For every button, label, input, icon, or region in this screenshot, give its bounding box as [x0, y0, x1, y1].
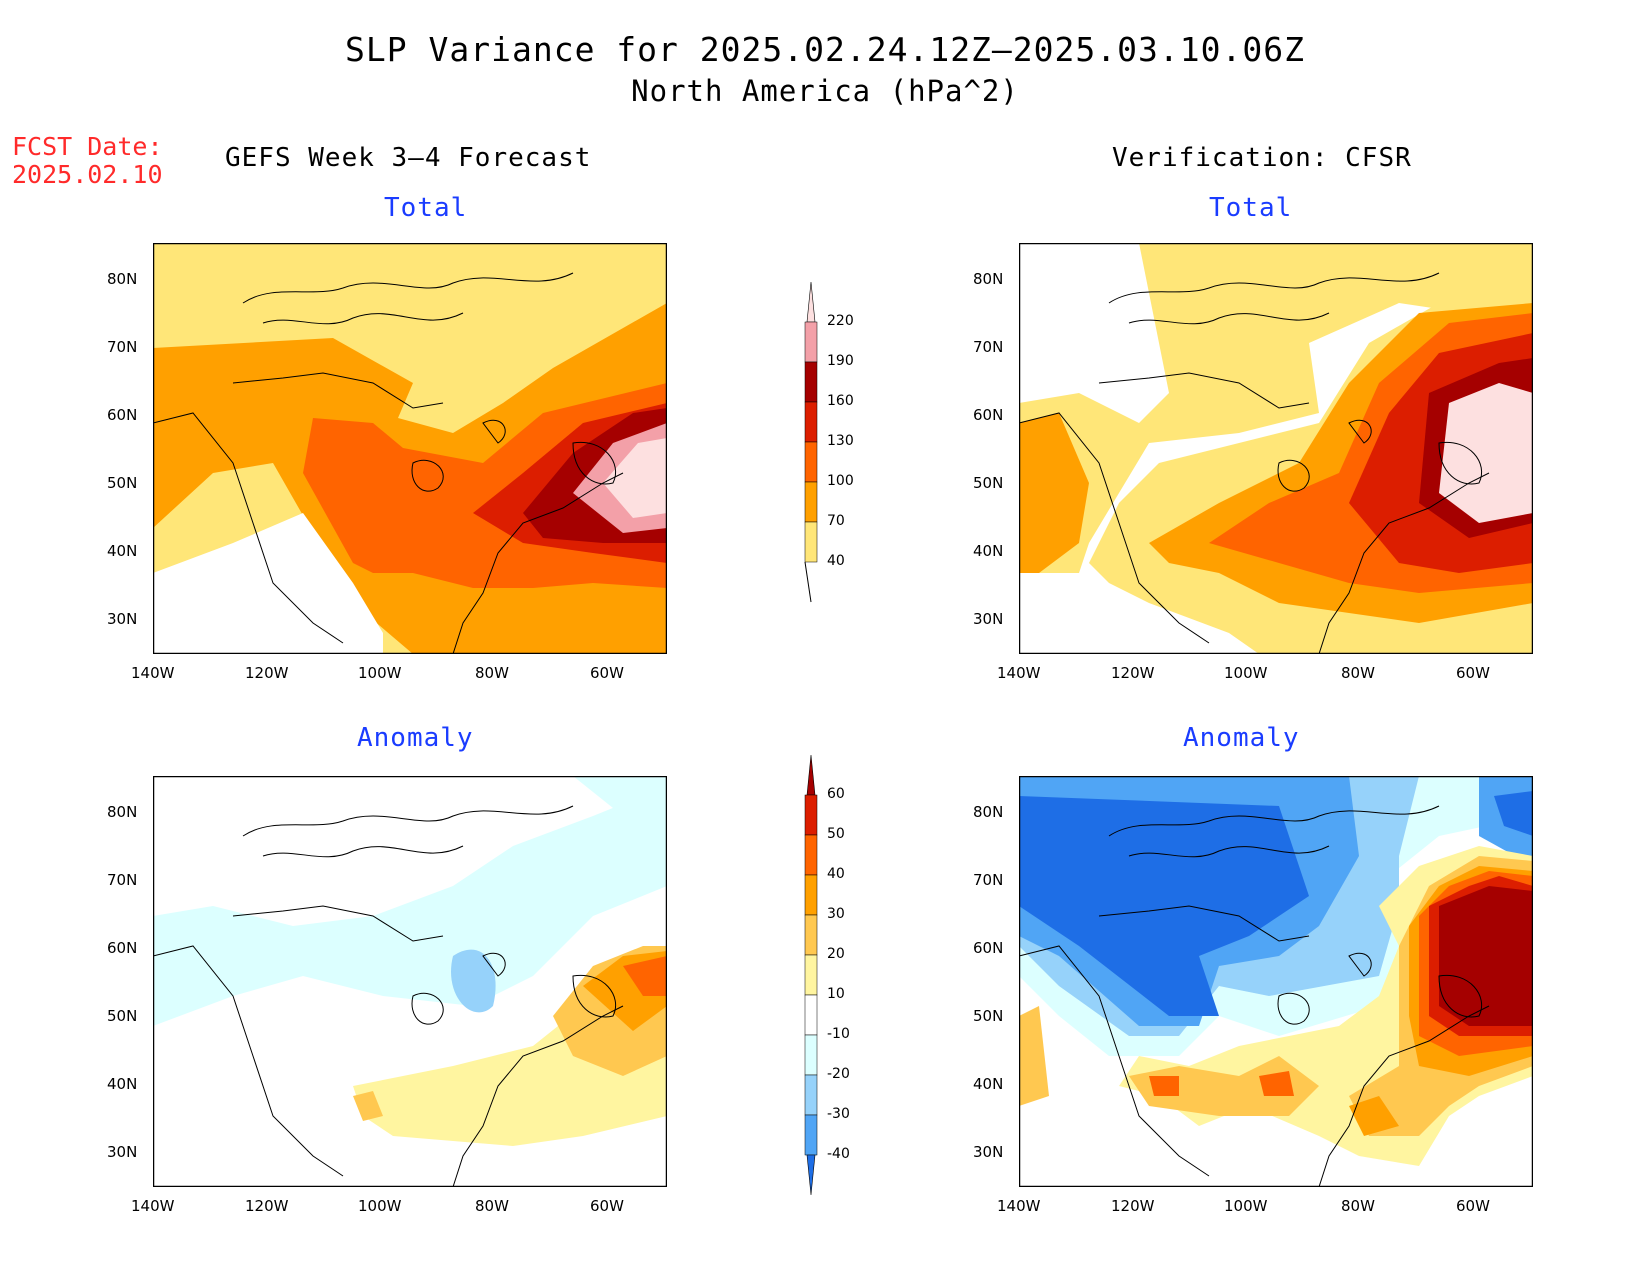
- colorbar-segment: [804, 914, 818, 956]
- lat-tick: 60N: [973, 406, 1004, 424]
- lon-tick: 60W: [1456, 1197, 1490, 1215]
- forecast-column-title: GEFS Week 3—4 Forecast: [225, 143, 592, 173]
- colorbar-segment: [804, 361, 818, 403]
- colorbar-level-label: 10: [827, 986, 845, 1002]
- lat-tick: 30N: [973, 610, 1004, 628]
- colorbar-segment: [804, 1114, 818, 1156]
- lat-tick: 70N: [107, 871, 138, 889]
- colorbar-segment: [804, 401, 818, 443]
- figure-title: SLP Variance for 2025.02.24.12Z—2025.03.…: [345, 30, 1305, 69]
- anomaly-colorbar: [804, 755, 818, 1196]
- colorbar-level-label: -30: [827, 1106, 850, 1122]
- colorbar-level-label: 160: [827, 393, 854, 409]
- lon-tick: 140W: [131, 1197, 175, 1215]
- lat-tick: 50N: [973, 1007, 1004, 1025]
- colorbar-level-label: 60: [827, 786, 845, 802]
- lat-tick: 70N: [107, 338, 138, 356]
- colorbar-level-label: 190: [827, 353, 854, 369]
- colorbar-segment: [804, 1074, 818, 1116]
- lon-tick: 60W: [590, 1197, 624, 1215]
- lat-tick: 60N: [107, 939, 138, 957]
- lat-tick: 80N: [107, 270, 138, 288]
- colorbar-segment: [804, 521, 818, 563]
- lon-tick: 80W: [1341, 1197, 1375, 1215]
- colorbar-segment: [804, 1034, 818, 1076]
- colorbar-arrow-bottom: [806, 1154, 816, 1196]
- lat-tick: 50N: [107, 1007, 138, 1025]
- colorbar-level-label: 20: [827, 946, 845, 962]
- colorbar-level-label: 40: [827, 866, 845, 882]
- colorbar-segment: [804, 481, 818, 523]
- verification-anomaly-title: Anomaly: [1183, 723, 1300, 753]
- colorbar-segment: [804, 874, 818, 916]
- figure-subtitle: North America (hPa^2): [631, 74, 1019, 108]
- lon-tick: 80W: [475, 1197, 509, 1215]
- colorbar-level-label: 40: [827, 553, 845, 569]
- colorbar-level-label: -40: [827, 1146, 850, 1162]
- lat-tick: 80N: [973, 803, 1004, 821]
- colorbar-segment: [804, 441, 818, 483]
- lat-tick: 60N: [107, 406, 138, 424]
- lon-tick: 60W: [1456, 664, 1490, 682]
- lon-tick: 100W: [358, 1197, 402, 1215]
- lon-tick: 120W: [245, 664, 289, 682]
- lon-tick: 100W: [1224, 664, 1268, 682]
- lat-tick: 40N: [973, 1075, 1004, 1093]
- lon-tick: 60W: [590, 664, 624, 682]
- verification-total-title: Total: [1209, 193, 1293, 223]
- lon-tick: 140W: [131, 664, 175, 682]
- colorbar-level-label: 70: [827, 513, 845, 529]
- colorbar-level-label: 220: [827, 313, 854, 329]
- colorbar-segment: [804, 954, 818, 996]
- verification-column-title: Verification: CFSR: [1112, 143, 1412, 173]
- lon-tick: 120W: [245, 1197, 289, 1215]
- lat-tick: 60N: [973, 939, 1004, 957]
- lat-tick: 40N: [973, 542, 1004, 560]
- lon-tick: 120W: [1111, 664, 1155, 682]
- colorbar-level-label: 50: [827, 826, 845, 842]
- lat-tick: 40N: [107, 542, 138, 560]
- colorbar-segment: [804, 794, 818, 836]
- colorbar-segment: [804, 321, 818, 363]
- colorbar-segment: [804, 994, 818, 1036]
- lat-tick: 80N: [973, 270, 1004, 288]
- lon-tick: 100W: [1224, 1197, 1268, 1215]
- forecast-total-map: [153, 243, 667, 654]
- forecast-total-title: Total: [384, 193, 468, 223]
- lat-tick: 40N: [107, 1075, 138, 1093]
- verification-anomaly-map: [1019, 776, 1533, 1187]
- lat-tick: 50N: [973, 474, 1004, 492]
- colorbar-level-label: -20: [827, 1066, 850, 1082]
- colorbar-arrow-top: [806, 755, 816, 796]
- colorbar-arrow-top: [806, 282, 816, 323]
- lon-tick: 140W: [997, 664, 1041, 682]
- colorbar-level-label: 100: [827, 473, 854, 489]
- lon-tick: 80W: [1341, 664, 1375, 682]
- lon-tick: 120W: [1111, 1197, 1155, 1215]
- forecast-anomaly-map: [153, 776, 667, 1187]
- lon-tick: 140W: [997, 1197, 1041, 1215]
- lat-tick: 30N: [107, 610, 138, 628]
- colorbar-segment: [804, 834, 818, 876]
- total-colorbar: [804, 282, 818, 603]
- colorbar-level-label: 130: [827, 433, 854, 449]
- lat-tick: 80N: [107, 803, 138, 821]
- lat-tick: 50N: [107, 474, 138, 492]
- lat-tick: 70N: [973, 338, 1004, 356]
- lat-tick: 30N: [107, 1143, 138, 1161]
- lon-tick: 100W: [358, 664, 402, 682]
- colorbar-arrow-bottom: [804, 561, 812, 603]
- fcst-date-value: 2025.02.10: [12, 160, 163, 189]
- lat-tick: 70N: [973, 871, 1004, 889]
- colorbar-level-label: 30: [827, 906, 845, 922]
- lon-tick: 80W: [475, 664, 509, 682]
- verification-total-map: [1019, 243, 1533, 654]
- fcst-date-label: FCST Date:: [12, 132, 163, 161]
- lat-tick: 30N: [973, 1143, 1004, 1161]
- colorbar-level-label: -10: [827, 1026, 850, 1042]
- forecast-anomaly-title: Anomaly: [357, 723, 474, 753]
